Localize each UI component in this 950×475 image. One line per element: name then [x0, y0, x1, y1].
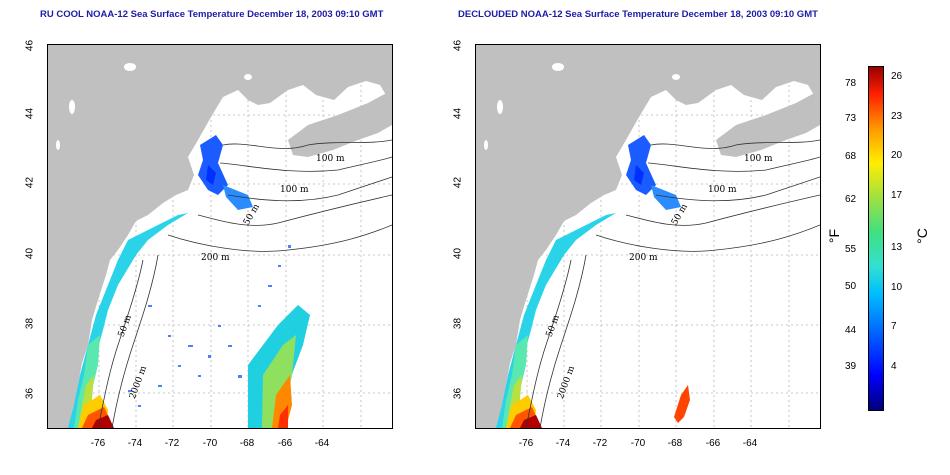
- sst-gulf-stream: [78, 305, 310, 428]
- sst-cold-water: [198, 135, 253, 210]
- svg-text:100 m: 100 m: [744, 154, 773, 164]
- y-tick-label: 38: [24, 317, 36, 330]
- y-tick-label: 46: [452, 39, 464, 52]
- y-tick-label: 36: [24, 387, 36, 400]
- x-tick-label: -66: [277, 438, 293, 449]
- colorbar-f-tick: 73: [845, 113, 857, 124]
- land-mass: [48, 45, 392, 428]
- y-tick-label: 44: [452, 107, 464, 120]
- colorbar-f-tick: 78: [845, 78, 857, 89]
- colorbar-c-tick: 7: [891, 321, 897, 332]
- colorbar-c-tick: 10: [891, 282, 903, 293]
- svg-text:200 m: 200 m: [201, 253, 230, 263]
- celsius-unit-label: °C: [913, 228, 930, 244]
- x-tick-label: -76: [518, 438, 534, 449]
- svg-text:50 m: 50 m: [117, 313, 134, 338]
- left-map-canvas: 100 m 100 m 50 m 200 m 50 m 2000 m: [48, 45, 392, 428]
- x-tick-label: -64: [314, 438, 330, 449]
- svg-text:200 m: 200 m: [629, 253, 658, 263]
- y-tick-label: 42: [24, 176, 36, 189]
- colorbar-c-tick: 4: [891, 361, 897, 372]
- x-tick-label: -68: [239, 438, 255, 449]
- bathymetry-contours: [525, 139, 820, 428]
- y-tick-label: 38: [452, 317, 464, 330]
- sst-noise: [128, 245, 291, 407]
- x-tick-label: -68: [667, 438, 683, 449]
- colorbar-c-tick: 23: [891, 111, 903, 122]
- svg-text:2000 m: 2000 m: [128, 364, 149, 400]
- fahrenheit-unit-label: °F: [826, 228, 843, 244]
- colorbar-f-tick: 55: [845, 244, 857, 255]
- svg-text:100 m: 100 m: [708, 185, 737, 195]
- colorbar-c-tick: 17: [891, 190, 903, 201]
- y-tick-label: 40: [452, 247, 464, 260]
- colorbar-c-tick: 20: [891, 150, 903, 161]
- x-tick-label: -72: [592, 438, 608, 449]
- x-tick-label: -64: [742, 438, 758, 449]
- right-map-title: DECLOUDED NOAA-12 Sea Surface Temperatur…: [458, 9, 818, 20]
- colorbar-c-tick: 26: [891, 71, 903, 82]
- right-map-canvas: 100 m 100 m 50 m 200 m 50 m 2000 m: [476, 45, 820, 428]
- colorbar-f-tick: 44: [845, 325, 857, 336]
- svg-text:2000 m: 2000 m: [556, 364, 577, 400]
- y-tick-label: 42: [452, 176, 464, 189]
- right-sst-map[interactable]: 100 m 100 m 50 m 200 m 50 m 2000 m: [475, 44, 821, 429]
- y-tick-label: 46: [24, 39, 36, 52]
- svg-text:100 m: 100 m: [280, 185, 309, 195]
- bathymetry-contours: [97, 139, 392, 428]
- x-tick-label: -74: [127, 438, 143, 449]
- x-tick-label: -70: [202, 438, 218, 449]
- nova-scotia-land: [716, 90, 820, 157]
- colorbar-f-tick: 50: [845, 281, 857, 292]
- nova-scotia-land: [288, 90, 392, 157]
- x-tick-label: -76: [90, 438, 106, 449]
- land-mass: [476, 45, 820, 428]
- colorbar-c-tick: 13: [891, 242, 903, 253]
- colorbar-f-tick: 62: [845, 194, 857, 205]
- colorbar-f-tick: 39: [845, 361, 857, 372]
- sst-gulf-stream: [506, 385, 690, 428]
- y-tick-label: 44: [24, 107, 36, 120]
- svg-text:100 m: 100 m: [316, 154, 345, 164]
- svg-text:50 m: 50 m: [545, 313, 562, 338]
- colorbar-f-tick: 68: [845, 151, 857, 162]
- x-tick-label: -72: [164, 438, 180, 449]
- x-tick-label: -70: [630, 438, 646, 449]
- x-tick-label: -74: [555, 438, 571, 449]
- temperature-colorbar: [868, 66, 884, 411]
- y-tick-label: 40: [24, 247, 36, 260]
- left-sst-map[interactable]: 100 m 100 m 50 m 200 m 50 m 2000 m: [47, 44, 393, 429]
- x-tick-label: -66: [705, 438, 721, 449]
- y-tick-label: 36: [452, 387, 464, 400]
- sst-cold-water: [626, 135, 681, 210]
- left-map-title: RU COOL NOAA-12 Sea Surface Temperature …: [40, 9, 384, 20]
